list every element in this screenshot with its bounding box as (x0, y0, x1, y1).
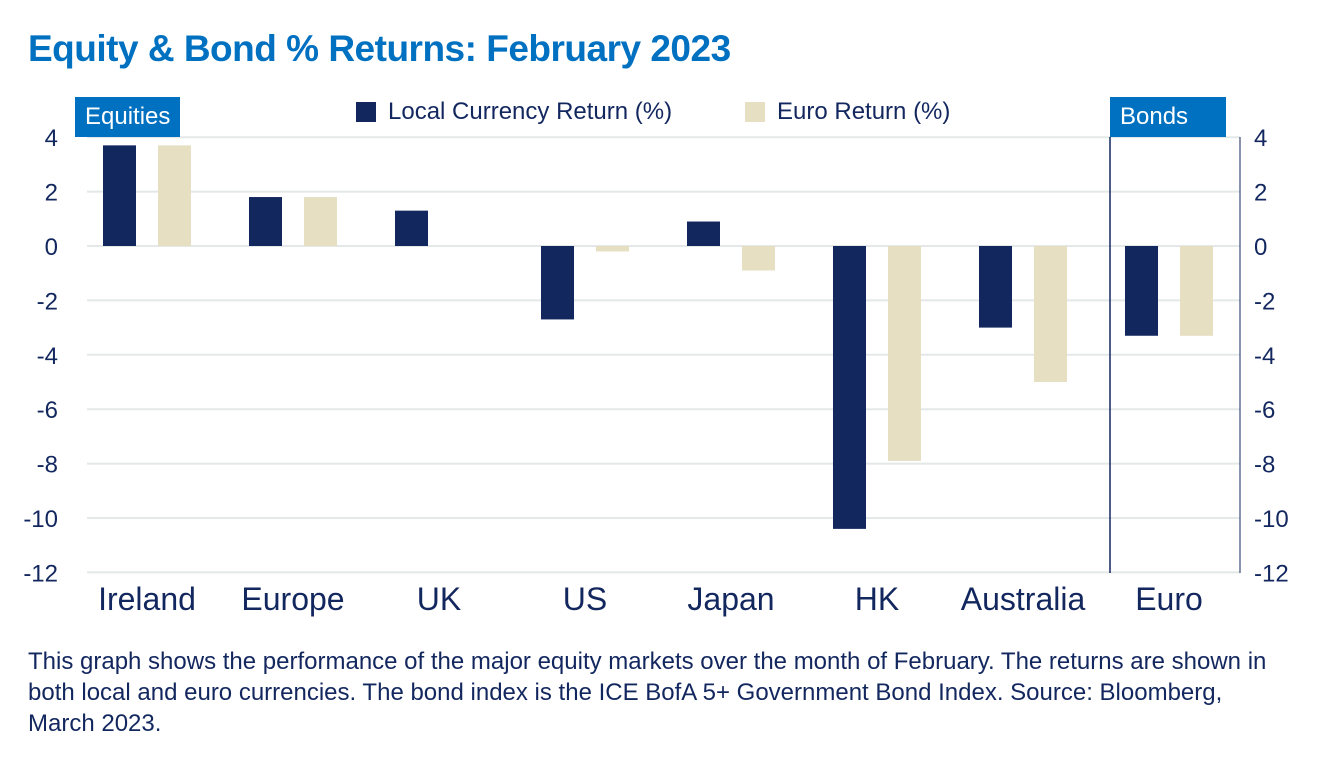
bar-local-australia (979, 246, 1012, 328)
y-tick-label-left: -4 (37, 343, 58, 370)
bar-euro-hk (888, 246, 921, 461)
bar-euro-australia (1034, 246, 1067, 382)
y-tick-label-right: -10 (1254, 506, 1289, 533)
y-tick-label-left: -2 (37, 288, 58, 315)
legend-swatch-euro (745, 102, 765, 122)
y-tick-label-right: -12 (1254, 560, 1289, 587)
y-tick-label-right: -2 (1254, 288, 1275, 315)
bar-local-hk (833, 246, 866, 529)
y-tick-label-left: -12 (23, 560, 58, 587)
chart-caption: This graph shows the performance of the … (28, 648, 1267, 737)
x-tick-label: UK (417, 581, 461, 617)
y-tick-label-right: -4 (1254, 343, 1275, 370)
y-tick-label-left: 0 (45, 234, 58, 261)
legend-label-euro: Euro Return (%) (777, 98, 951, 125)
bar-local-us (541, 246, 574, 320)
bar-chart: 4 4 2 2 0 0 -2 -2 -4 -4 -6 -6 -8 -8 -10 -10 -12 -12 Irelan… (23, 125, 1289, 617)
y-tick-label-left: 2 (45, 180, 58, 207)
equities-label: Equities (75, 97, 181, 137)
bar-euro-us (596, 246, 629, 252)
x-tick-label: Australia (961, 581, 1086, 617)
legend-euro: Euro Return (%) (745, 98, 950, 126)
y-tick-label-left: -8 (37, 452, 58, 479)
x-tick-label: Ireland (98, 581, 196, 617)
y-tick-label-right: 4 (1254, 125, 1267, 152)
x-tick-label: Euro (1135, 581, 1203, 617)
y-tick-label-right: 2 (1254, 180, 1267, 207)
bar-euro-ireland (158, 145, 191, 246)
x-tick-label: Japan (687, 581, 774, 617)
x-tick-label: US (563, 581, 607, 617)
x-tick-label: HK (855, 581, 899, 617)
bar-local-japan (687, 221, 720, 246)
bar-euro-euro (1180, 246, 1213, 336)
bar-local-uk (395, 210, 428, 246)
x-tick-label: Europe (241, 581, 344, 617)
chart-title: Equity & Bond % Returns: February 2023 (28, 28, 731, 69)
bar-euro-europe (304, 197, 337, 246)
bar-local-euro (1125, 246, 1158, 336)
y-tick-label-right: -8 (1254, 452, 1275, 479)
y-tick-label-left: -6 (37, 397, 58, 424)
legend-label-local: Local Currency Return (%) (388, 98, 673, 125)
y-tick-label-right: -6 (1254, 397, 1275, 424)
bar-local-europe (249, 197, 282, 246)
legend-swatch-local (356, 102, 376, 122)
legend-local: Local Currency Return (%) (356, 98, 672, 126)
bar-euro-japan (742, 246, 775, 271)
bonds-label: Bonds (1110, 97, 1226, 137)
y-tick-label-left: 4 (45, 125, 58, 152)
y-tick-label-left: -10 (23, 506, 58, 533)
bar-local-ireland (103, 145, 136, 246)
y-tick-label-right: 0 (1254, 234, 1267, 261)
